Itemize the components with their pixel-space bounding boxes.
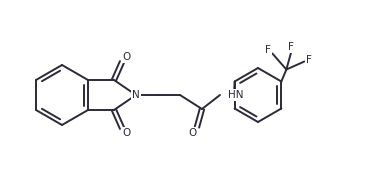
Text: N: N: [132, 90, 140, 100]
Text: HN: HN: [228, 90, 243, 100]
Text: O: O: [189, 128, 197, 138]
Text: F: F: [307, 54, 312, 65]
Text: O: O: [123, 52, 131, 62]
Text: O: O: [123, 128, 131, 138]
Text: F: F: [288, 41, 294, 52]
Text: F: F: [265, 45, 271, 54]
